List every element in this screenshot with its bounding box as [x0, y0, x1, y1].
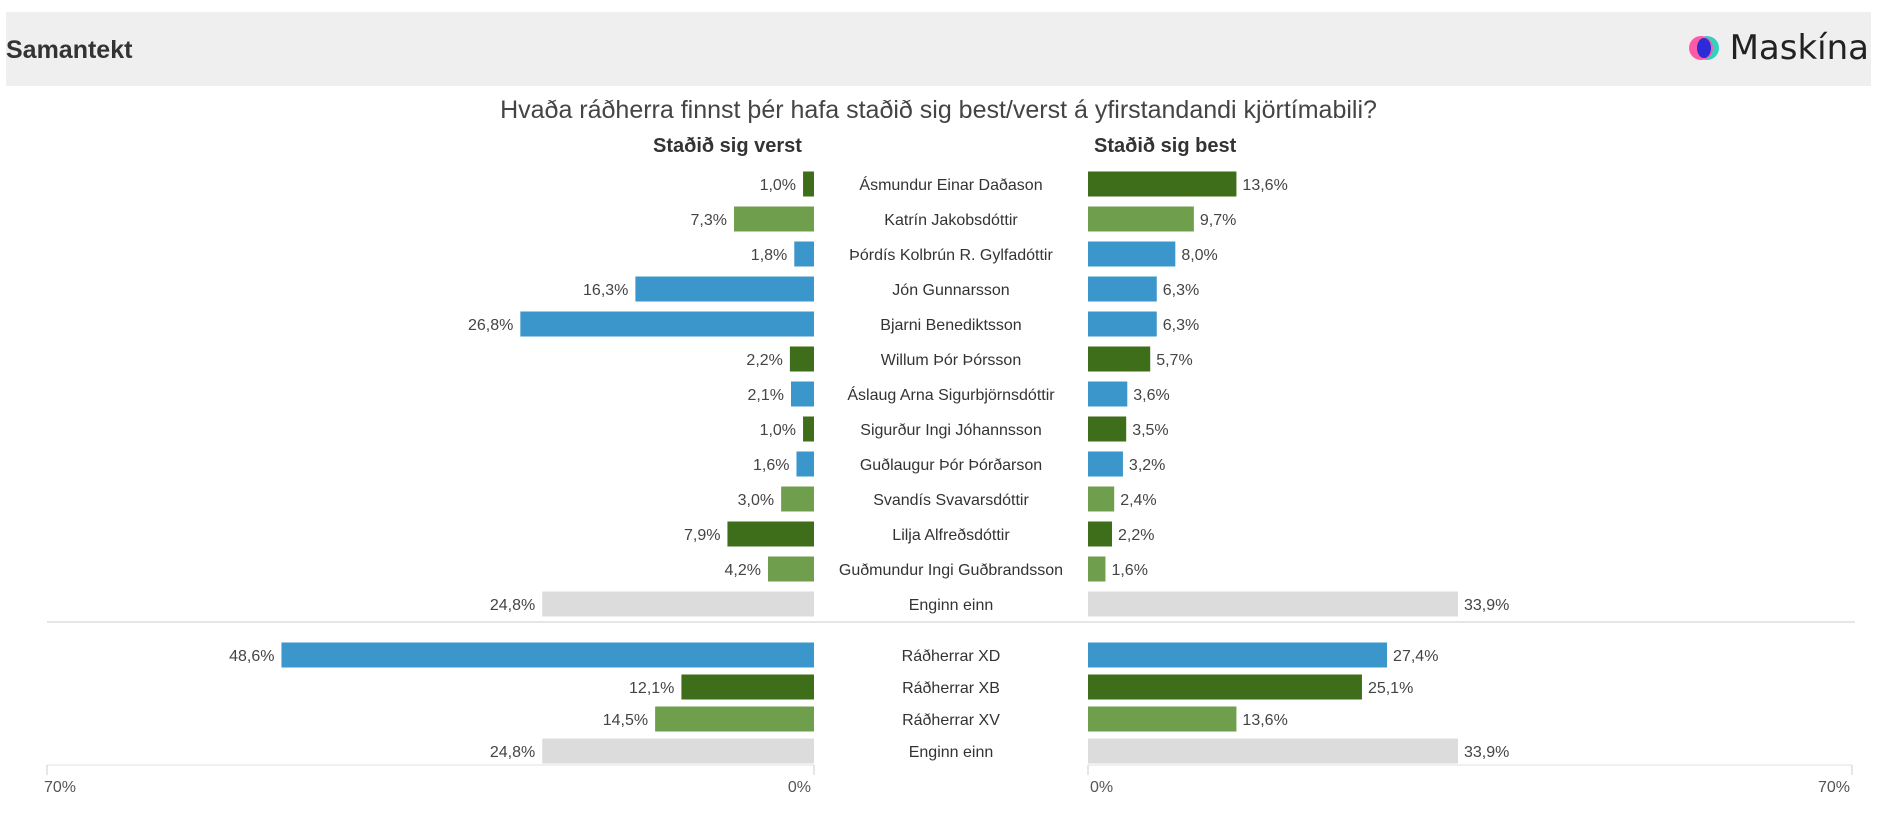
data-label-best: 8,0%	[1181, 247, 1217, 264]
category-label: Bjarni Benediktsson	[880, 317, 1021, 334]
bar-best	[1088, 171, 1237, 197]
category-label: Enginn einn	[909, 597, 994, 614]
right-axis-max-label: 70%	[1818, 779, 1850, 796]
brand-name: Maskína	[1729, 28, 1869, 68]
left-axis-zero-label: 0%	[788, 779, 811, 796]
data-label-worst: 1,0%	[760, 422, 796, 439]
category-label: Lilja Alfreðsdóttir	[892, 527, 1010, 544]
label-column	[815, 168, 1088, 775]
data-label-best: 33,9%	[1464, 744, 1509, 761]
data-label-worst: 24,8%	[490, 744, 535, 761]
bar-worst	[767, 556, 814, 582]
data-label-worst: 26,8%	[468, 317, 513, 334]
bar-worst	[790, 381, 814, 407]
data-label-best: 5,7%	[1156, 352, 1192, 369]
data-label-best: 2,4%	[1120, 492, 1156, 509]
bar-worst	[542, 738, 814, 764]
maskina-logo-icon	[1688, 36, 1719, 60]
data-label-best: 13,6%	[1242, 712, 1287, 729]
data-label-worst: 12,1%	[629, 680, 674, 697]
category-label: Ráðherrar XD	[902, 648, 1001, 665]
data-label-worst: 14,5%	[603, 712, 648, 729]
category-label: Guðmundur Ingi Guðbrandsson	[839, 562, 1063, 579]
data-label-worst: 3,0%	[738, 492, 774, 509]
bar-worst	[794, 241, 814, 267]
data-label-best: 25,1%	[1368, 680, 1413, 697]
data-label-worst: 24,8%	[490, 597, 535, 614]
bar-best	[1088, 642, 1388, 668]
data-label-worst: 7,3%	[691, 212, 727, 229]
data-label-worst: 4,2%	[725, 562, 761, 579]
bar-worst	[734, 206, 814, 232]
data-label-worst: 2,1%	[748, 387, 784, 404]
bar-best	[1088, 381, 1128, 407]
data-label-best: 3,6%	[1133, 387, 1169, 404]
bar-best	[1088, 591, 1458, 617]
bar-worst	[781, 486, 814, 512]
data-label-worst: 1,0%	[760, 177, 796, 194]
bar-best	[1088, 206, 1194, 232]
category-label: Ráðherrar XB	[902, 680, 1000, 697]
bar-worst	[727, 521, 814, 547]
page-title: Samantekt	[6, 36, 133, 64]
bar-best	[1088, 706, 1237, 732]
bar-best	[1088, 556, 1106, 582]
data-label-best: 9,7%	[1200, 212, 1236, 229]
category-label: Katrín Jakobsdóttir	[884, 212, 1018, 229]
bar-best	[1088, 738, 1458, 764]
bar-worst	[796, 451, 814, 477]
data-label-worst: 1,6%	[753, 457, 789, 474]
data-label-best: 1,6%	[1111, 562, 1147, 579]
data-label-worst: 16,3%	[583, 282, 628, 299]
category-label: Svandís Svavarsdóttir	[873, 492, 1029, 509]
bar-best	[1088, 276, 1157, 302]
data-label-worst: 2,2%	[746, 352, 782, 369]
data-label-best: 6,3%	[1163, 317, 1199, 334]
bar-worst	[681, 674, 814, 700]
bar-worst	[281, 642, 814, 668]
left-axis-max-label: 70%	[44, 779, 76, 796]
category-label: Jón Gunnarsson	[892, 282, 1009, 299]
data-label-worst: 1,8%	[751, 247, 787, 264]
bar-best	[1088, 346, 1151, 372]
bar-worst	[803, 416, 814, 442]
bar-worst	[803, 171, 814, 197]
left-column-header: Staðið sig verst	[653, 135, 802, 157]
category-label: Guðlaugur Þór Þórðarson	[860, 457, 1042, 474]
bar-worst	[789, 346, 814, 372]
bar-best	[1088, 311, 1157, 337]
bar-worst	[655, 706, 814, 732]
bar-worst	[520, 311, 814, 337]
data-label-best: 13,6%	[1242, 177, 1287, 194]
data-label-best: 27,4%	[1393, 648, 1438, 665]
category-label: Ráðherrar XV	[902, 712, 1000, 729]
data-label-best: 3,2%	[1129, 457, 1165, 474]
bar-best	[1088, 241, 1176, 267]
category-label: Áslaug Arna Sigurbjörnsdóttir	[847, 385, 1055, 404]
page-header	[6, 12, 1871, 86]
brand-logo: Maskína	[1688, 28, 1869, 68]
chart-title: Hvaða ráðherra finnst þér hafa staðið si…	[500, 96, 1377, 124]
right-column-header: Staðið sig best	[1094, 135, 1237, 157]
category-label: Sigurður Ingi Jóhannsson	[860, 422, 1041, 439]
data-label-worst: 7,9%	[684, 527, 720, 544]
category-label: Ásmundur Einar Daðason	[859, 175, 1042, 194]
category-label: Þórdís Kolbrún R. Gylfadóttir	[849, 247, 1053, 264]
bar-best	[1088, 416, 1127, 442]
bar-best	[1088, 674, 1362, 700]
category-label: Willum Þór Þórsson	[881, 352, 1021, 369]
bar-best	[1088, 486, 1115, 512]
bar-worst	[542, 591, 814, 617]
right-axis-zero-label: 0%	[1090, 779, 1113, 796]
data-label-worst: 48,6%	[229, 648, 274, 665]
category-label: Enginn einn	[909, 744, 994, 761]
bar-worst	[635, 276, 814, 302]
data-label-best: 2,2%	[1118, 527, 1154, 544]
bar-best	[1088, 451, 1123, 477]
data-label-best: 3,5%	[1132, 422, 1168, 439]
data-label-best: 6,3%	[1163, 282, 1199, 299]
data-label-best: 33,9%	[1464, 597, 1509, 614]
bar-best	[1088, 521, 1113, 547]
